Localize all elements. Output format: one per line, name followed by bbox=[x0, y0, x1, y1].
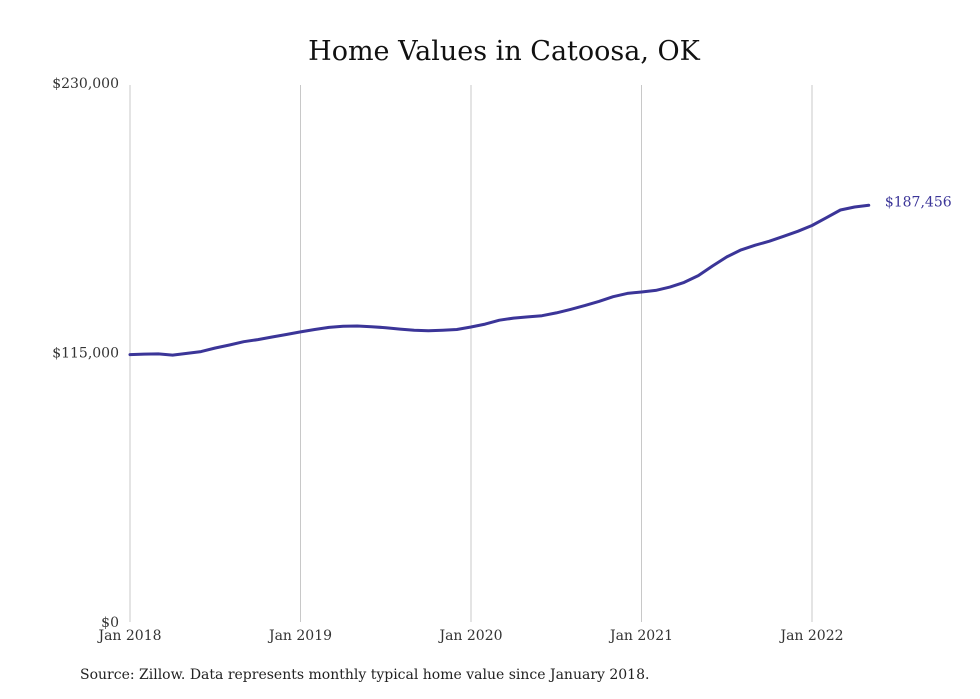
y-tick-label: $115,000 bbox=[52, 346, 119, 362]
x-tick-label: Jan 2021 bbox=[608, 628, 673, 644]
x-axis-tick-labels: Jan 2018 Jan 2019 Jan 2020 Jan 2021 Jan 2022 bbox=[96, 628, 843, 644]
source-note: Source: Zillow. Data represents monthly … bbox=[80, 667, 650, 683]
x-tick-label: Jan 2018 bbox=[96, 628, 161, 644]
series-line-0 bbox=[128, 203, 871, 357]
x-tick-label: Jan 2020 bbox=[437, 628, 502, 644]
y-axis-tick-labels: $0 $115,000 $230,000 bbox=[52, 76, 119, 631]
annotation-layer: $187,456 bbox=[885, 194, 952, 210]
gridlines bbox=[129, 85, 813, 622]
x-tick-label: Jan 2019 bbox=[267, 628, 332, 644]
chart-title: Home Values in Catoosa, OK bbox=[308, 36, 701, 67]
series-layer bbox=[128, 203, 871, 357]
end-value-label: $187,456 bbox=[885, 194, 952, 210]
x-tick-label: Jan 2022 bbox=[778, 628, 843, 644]
y-tick-label: $230,000 bbox=[52, 76, 119, 92]
y-tick-label: $0 bbox=[101, 615, 119, 631]
